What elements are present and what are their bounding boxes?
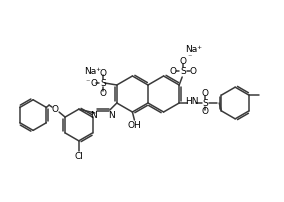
- Text: ⁻: ⁻: [86, 78, 90, 86]
- Text: Cl: Cl: [74, 152, 83, 161]
- Text: S: S: [180, 66, 186, 76]
- Text: O: O: [99, 68, 106, 78]
- Text: O: O: [90, 79, 97, 87]
- Text: O: O: [170, 66, 177, 76]
- Text: Na⁺: Na⁺: [185, 44, 202, 54]
- Text: ⁻: ⁻: [187, 53, 191, 61]
- Text: N: N: [108, 112, 115, 121]
- Text: OH: OH: [128, 121, 141, 130]
- Text: O: O: [202, 107, 209, 117]
- Text: N: N: [90, 112, 97, 121]
- Text: O: O: [202, 89, 209, 99]
- Text: O: O: [52, 105, 59, 114]
- Text: O: O: [190, 66, 197, 76]
- Text: S: S: [100, 79, 106, 87]
- Text: O: O: [99, 88, 106, 98]
- Text: S: S: [202, 99, 208, 107]
- Text: O: O: [180, 57, 187, 65]
- Text: HN: HN: [185, 98, 199, 106]
- Text: Na⁺: Na⁺: [84, 66, 101, 76]
